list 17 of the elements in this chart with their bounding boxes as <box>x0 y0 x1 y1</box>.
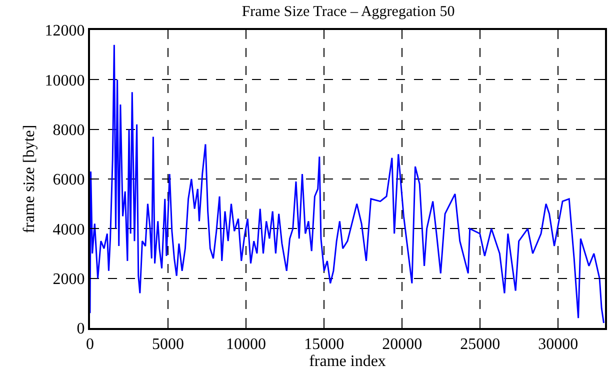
x-tick-label: 15000 <box>304 336 344 354</box>
x-tick-label: 25000 <box>460 336 500 354</box>
y-tick-label: 2000 <box>52 270 85 288</box>
y-tick-label: 6000 <box>52 172 85 189</box>
y-tick-label: 8000 <box>52 122 85 139</box>
y-tick-label: 4000 <box>52 221 85 238</box>
y-axis-title: frame size [byte] <box>21 124 38 234</box>
x-tick-label: 30000 <box>538 336 578 354</box>
x-tick-label: 10000 <box>226 336 266 354</box>
line-series <box>90 44 604 324</box>
x-axis-title: frame index <box>309 353 386 370</box>
x-tick-label: 5000 <box>152 336 184 354</box>
y-tick-label: 0 <box>76 320 85 338</box>
y-tick-label: 12000 <box>44 22 85 40</box>
chart-title: Frame Size Trace – Aggregation 50 <box>242 4 455 20</box>
x-tick-label: 20000 <box>382 336 422 354</box>
y-tick-label: 10000 <box>44 72 85 90</box>
